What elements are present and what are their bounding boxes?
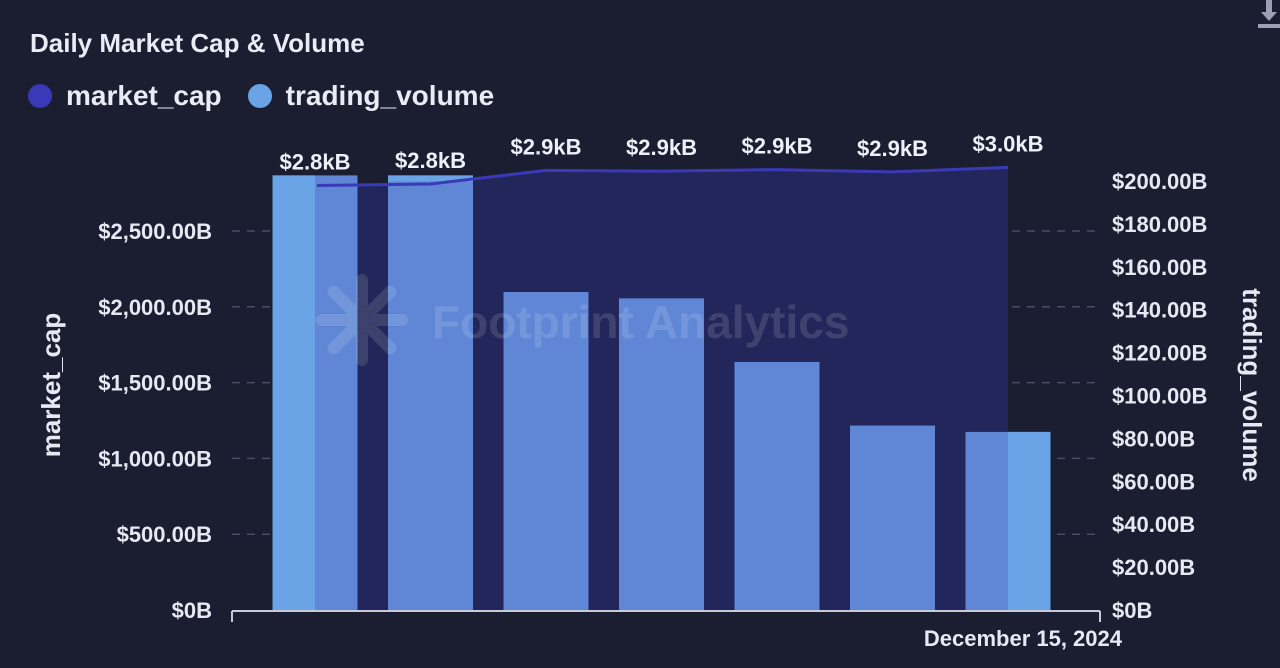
legend: market_cap trading_volume <box>28 80 494 112</box>
market-cap-data-label: $2.9kB <box>742 134 813 159</box>
market-cap-data-label: $2.8kB <box>395 148 466 173</box>
right-tick-label: $120.00B <box>1112 341 1207 366</box>
right-tick-label: $80.00B <box>1112 426 1195 451</box>
watermark-center <box>353 311 371 329</box>
left-axis-title: market_cap <box>36 313 66 458</box>
right-tick-label: $40.00B <box>1112 512 1195 537</box>
watermark-petal <box>365 285 397 317</box>
trading-volume-highlight-bar <box>272 175 315 610</box>
right-axis-title: trading_volume <box>1237 288 1267 482</box>
market-cap-data-label: $2.9kB <box>857 136 928 161</box>
legend-label-trading-volume: trading_volume <box>285 80 495 111</box>
watermark-text: Footprint Analytics <box>432 296 849 348</box>
trading-volume-bar <box>388 175 473 610</box>
trading-volume-bar <box>619 298 704 610</box>
watermark-petal <box>327 285 359 317</box>
trading-volume-bar-cap <box>388 175 473 182</box>
trading-volume-bar <box>503 292 589 610</box>
market-cap-line <box>316 165 1009 188</box>
right-tick-label: $200.00B <box>1112 169 1207 194</box>
right-tick-label: $60.00B <box>1112 469 1195 494</box>
watermark-petal <box>365 323 397 355</box>
legend-item-trading-volume[interactable]: trading_volume <box>247 80 495 112</box>
x-tick-label: December 15, 2024 <box>924 626 1123 651</box>
download-icon[interactable] <box>1256 0 1280 30</box>
chart-title: Daily Market Cap & Volume <box>30 28 365 58</box>
legend-item-market-cap[interactable]: market_cap <box>28 80 222 112</box>
left-tick-label: $1,500.00B <box>98 371 212 396</box>
market-cap-data-label: $3.0kB <box>973 131 1044 156</box>
left-tick-label: $2,000.00B <box>98 295 212 320</box>
trading-volume-highlight-bar <box>1008 431 1051 610</box>
trading-volume-bar <box>850 425 935 610</box>
left-tick-label: $500.00B <box>117 522 212 547</box>
trading-volume-bar <box>734 361 820 610</box>
watermark-petal <box>327 323 359 355</box>
watermark-logo <box>316 274 408 366</box>
market-cap-data-label: $2.8kB <box>280 150 351 175</box>
legend-label-market-cap: market_cap <box>66 80 222 111</box>
right-tick-label: $0B <box>1112 598 1152 623</box>
right-tick-label: $160.00B <box>1112 255 1207 280</box>
right-tick-label: $20.00B <box>1112 555 1195 580</box>
legend-swatch-market-cap <box>28 84 52 108</box>
legend-swatch-trading-volume <box>247 84 272 108</box>
left-tick-label: $2,500.00B <box>98 219 212 244</box>
right-tick-label: $140.00B <box>1112 298 1207 323</box>
left-tick-label: $1,000.00B <box>98 446 212 471</box>
market-cap-data-label: $2.9kB <box>511 134 582 159</box>
right-tick-label: $100.00B <box>1112 384 1207 409</box>
right-tick-label: $180.00B <box>1112 212 1207 237</box>
left-tick-label: $0B <box>172 598 212 623</box>
market-cap-data-label: $2.9kB <box>626 135 697 160</box>
